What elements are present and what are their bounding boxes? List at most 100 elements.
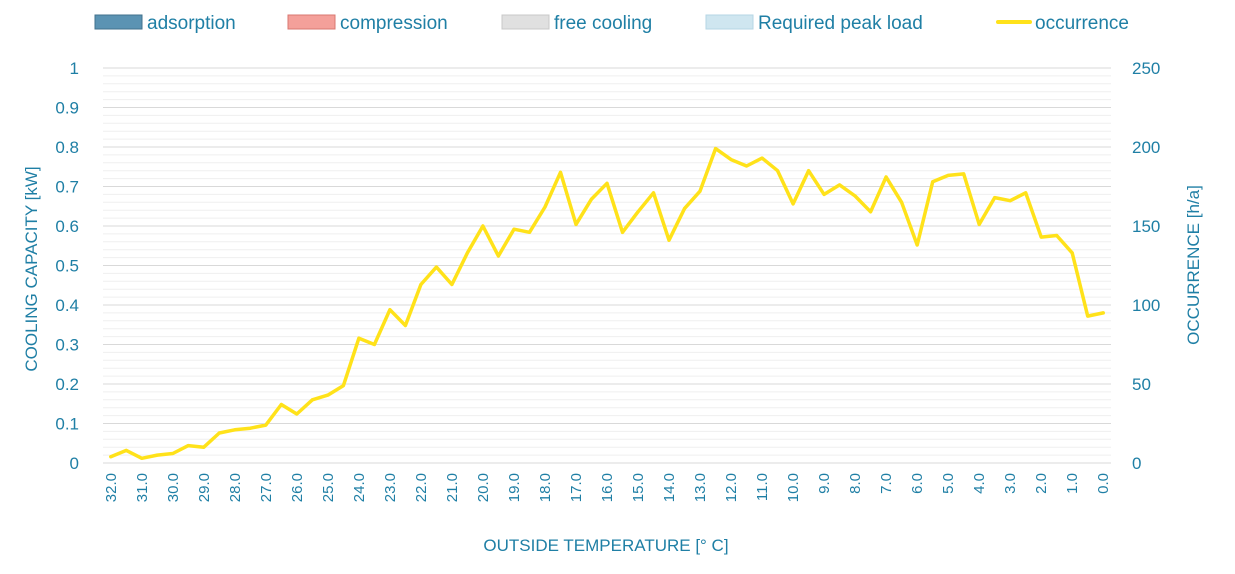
x-tick-label: 22.0 bbox=[413, 473, 430, 502]
data-point bbox=[1086, 314, 1090, 318]
y-axis-right-title: OCCURRENCE [h/a] bbox=[1184, 185, 1203, 345]
legend-item-occurrence: occurrence bbox=[996, 13, 1129, 34]
data-point bbox=[807, 169, 811, 173]
data-point bbox=[434, 265, 438, 269]
x-tick-label: 1.0 bbox=[1064, 473, 1081, 494]
y-tick-label: 1 bbox=[70, 59, 79, 78]
x-axis-title: OUTSIDE TEMPERATURE [° C] bbox=[483, 536, 728, 555]
data-point bbox=[109, 455, 113, 459]
data-point bbox=[217, 431, 221, 435]
x-tick-label: 14.0 bbox=[661, 473, 678, 502]
data-point bbox=[1070, 251, 1074, 255]
data-point bbox=[248, 426, 252, 430]
legend-swatch bbox=[94, 14, 143, 30]
data-point bbox=[605, 181, 609, 185]
data-point bbox=[512, 227, 516, 231]
y-axis-left-ticks: 0 0.1 0.2 0.3 0.4 0.5 0.6 0.7 0.8 0.9 1 bbox=[55, 59, 79, 473]
data-point bbox=[667, 238, 671, 242]
x-tick-label: 15.0 bbox=[630, 473, 647, 502]
data-point bbox=[683, 207, 687, 211]
legend-item-adsorption: adsorption bbox=[94, 13, 236, 34]
y-axis-right-ticks: 0 50 100 150 200 250 bbox=[1132, 59, 1160, 473]
data-point bbox=[558, 170, 562, 174]
data-point bbox=[310, 398, 314, 402]
data-point bbox=[791, 202, 795, 206]
data-point bbox=[931, 180, 935, 184]
data-point bbox=[869, 210, 873, 214]
data-point bbox=[341, 384, 345, 388]
y2-tick-label: 0 bbox=[1132, 454, 1141, 473]
data-point bbox=[124, 448, 128, 452]
data-point bbox=[714, 147, 718, 151]
x-tick-label: 4.0 bbox=[971, 473, 988, 494]
data-point bbox=[822, 192, 826, 196]
x-tick-label: 0.0 bbox=[1095, 473, 1112, 494]
data-point bbox=[140, 456, 144, 460]
data-point bbox=[186, 444, 190, 448]
y-tick-label: 0.4 bbox=[55, 296, 79, 315]
legend-swatch bbox=[501, 14, 550, 30]
data-point bbox=[171, 452, 175, 456]
legend-swatch bbox=[705, 14, 754, 30]
x-tick-label: 27.0 bbox=[258, 473, 275, 502]
data-point bbox=[776, 169, 780, 173]
y2-tick-label: 250 bbox=[1132, 59, 1160, 78]
data-point bbox=[636, 210, 640, 214]
x-tick-label: 18.0 bbox=[537, 473, 554, 502]
x-tick-label: 7.0 bbox=[878, 473, 895, 494]
x-tick-label: 10.0 bbox=[785, 473, 802, 502]
x-tick-label: 19.0 bbox=[506, 473, 523, 502]
x-axis-ticks: 32.0 31.0 30.0 29.0 28.0 27.0 26.0 25.0 24.0 23.0… bbox=[103, 473, 1112, 502]
legend-item-required-peak-load: Required peak load bbox=[705, 13, 923, 34]
y-tick-label: 0.1 bbox=[55, 415, 79, 434]
data-point bbox=[589, 197, 593, 201]
y-tick-label: 0.3 bbox=[55, 336, 79, 355]
data-point bbox=[326, 393, 330, 397]
data-point bbox=[1008, 199, 1012, 203]
data-point bbox=[900, 200, 904, 204]
data-point bbox=[1101, 311, 1105, 315]
x-tick-label: 20.0 bbox=[475, 473, 492, 502]
data-point bbox=[977, 222, 981, 226]
data-point bbox=[279, 403, 283, 407]
y2-tick-label: 200 bbox=[1132, 138, 1160, 157]
data-point bbox=[496, 254, 500, 258]
data-point bbox=[838, 183, 842, 187]
legend-label: adsorption bbox=[147, 13, 236, 34]
data-point bbox=[388, 308, 392, 312]
data-point bbox=[853, 194, 857, 198]
x-tick-label: 25.0 bbox=[320, 473, 337, 502]
y-tick-label: 0.8 bbox=[55, 138, 79, 157]
x-tick-label: 13.0 bbox=[692, 473, 709, 502]
data-point bbox=[993, 196, 997, 200]
data-point bbox=[884, 175, 888, 179]
x-tick-label: 28.0 bbox=[227, 473, 244, 502]
data-point bbox=[574, 222, 578, 226]
y-tick-label: 0.2 bbox=[55, 375, 79, 394]
x-tick-label: 11.0 bbox=[754, 473, 771, 501]
y-tick-label: 0 bbox=[70, 454, 79, 473]
x-tick-label: 29.0 bbox=[196, 473, 213, 502]
data-point bbox=[1039, 235, 1043, 239]
data-point bbox=[698, 189, 702, 193]
x-tick-label: 17.0 bbox=[568, 473, 585, 502]
data-point bbox=[621, 230, 625, 234]
y-tick-label: 0.6 bbox=[55, 217, 79, 236]
data-point bbox=[745, 164, 749, 168]
data-point bbox=[729, 158, 733, 162]
x-tick-label: 2.0 bbox=[1033, 473, 1050, 494]
x-tick-label: 21.0 bbox=[444, 473, 461, 502]
data-point bbox=[915, 243, 919, 247]
series-line-occurrence bbox=[109, 146, 1105, 461]
x-tick-label: 24.0 bbox=[351, 473, 368, 502]
y-tick-label: 0.7 bbox=[55, 178, 79, 197]
x-tick-label: 30.0 bbox=[165, 473, 182, 502]
data-point bbox=[264, 423, 268, 427]
x-tick-label: 8.0 bbox=[847, 473, 864, 494]
y2-tick-label: 50 bbox=[1132, 375, 1151, 394]
data-point bbox=[357, 336, 361, 340]
chart-series bbox=[109, 146, 1105, 461]
y-tick-label: 0.9 bbox=[55, 99, 79, 118]
data-point bbox=[295, 412, 299, 416]
